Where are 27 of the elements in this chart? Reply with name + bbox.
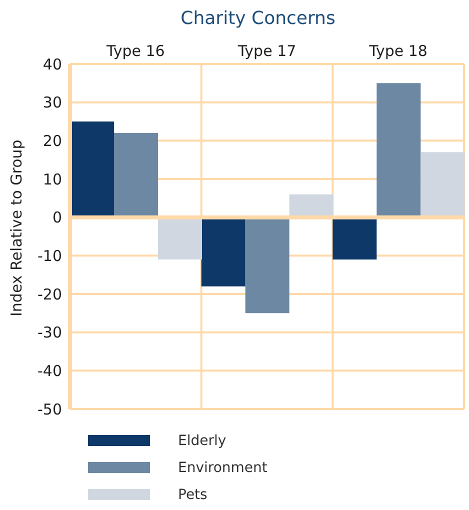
y-tick-label: -40 bbox=[38, 362, 62, 380]
chart-title: Charity Concerns bbox=[180, 8, 336, 31]
y-tick-label: -30 bbox=[38, 324, 62, 342]
bar bbox=[332, 217, 377, 260]
x-tick-label: Type 18 bbox=[368, 42, 428, 60]
y-tick-label: 40 bbox=[42, 55, 62, 74]
bar bbox=[201, 217, 246, 286]
y-tick-label: 10 bbox=[42, 170, 62, 188]
legend-label: Elderly bbox=[178, 432, 226, 448]
y-tick-label: -10 bbox=[38, 246, 62, 265]
y-tick-label: 30 bbox=[42, 94, 62, 112]
bar bbox=[158, 217, 202, 260]
y-axis-title: Index Relative to Group bbox=[7, 140, 26, 316]
y-tick-label: -50 bbox=[38, 400, 62, 418]
x-tick-label: Type 17 bbox=[236, 42, 296, 60]
y-tick-label: 20 bbox=[42, 132, 62, 150]
legend-label: Environment bbox=[178, 460, 268, 476]
x-tick-label: Type 16 bbox=[106, 42, 165, 60]
bar bbox=[70, 122, 114, 218]
bar bbox=[289, 194, 334, 218]
bar bbox=[420, 152, 465, 218]
bar bbox=[376, 83, 421, 218]
bar bbox=[114, 133, 158, 218]
y-tick-label: 0 bbox=[52, 208, 62, 227]
legend-label: Pets bbox=[178, 486, 208, 502]
y-tick-label: -20 bbox=[38, 285, 62, 304]
bar bbox=[245, 217, 290, 314]
